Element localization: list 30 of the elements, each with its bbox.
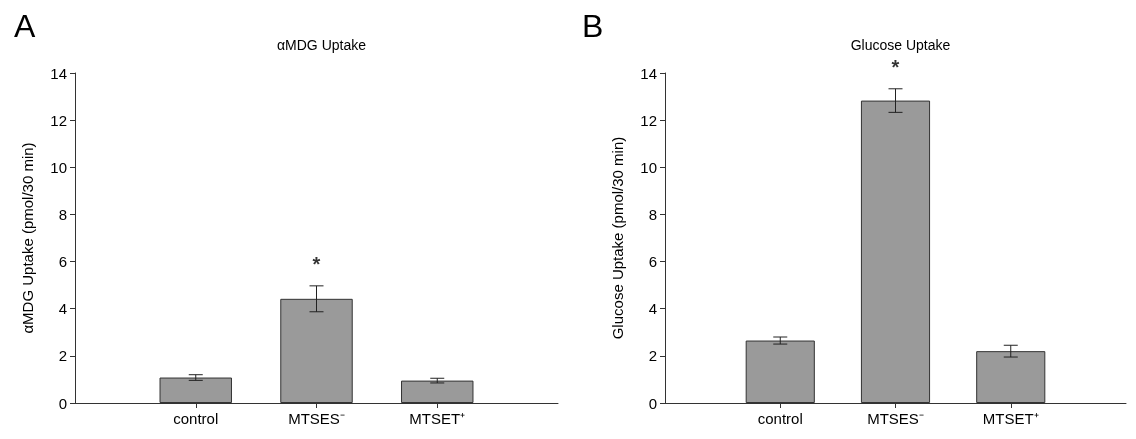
y-tick-label: 8 xyxy=(648,205,657,223)
x-tick-label: control xyxy=(757,410,803,427)
y-tick-label: 12 xyxy=(640,111,657,129)
text: A xyxy=(14,8,36,44)
y-tick-label: 10 xyxy=(640,158,657,176)
y-tick-label: 8 xyxy=(58,205,67,223)
x-tick-label: control xyxy=(173,410,219,427)
y-tick-label: 14 xyxy=(640,64,657,82)
x-tick-label: MTSES⁻ xyxy=(867,410,924,427)
y-tick-label: 12 xyxy=(50,111,67,129)
text: B xyxy=(582,8,604,44)
y-axis-title: Glucose Uptake (pmol/30 min) xyxy=(609,136,626,340)
y-axis-title: αMDG Uptake (pmol/30 min) xyxy=(19,142,36,334)
x-tick-label: MTSET⁺ xyxy=(409,410,466,427)
chart-title: Glucose Uptake xyxy=(850,37,951,53)
x-tick-label: MTSES⁻ xyxy=(288,410,345,427)
annotation: * xyxy=(891,55,900,78)
y-tick-label: 0 xyxy=(648,394,657,412)
y-tick-label: 6 xyxy=(58,253,67,271)
y-tick-label: 6 xyxy=(648,253,657,271)
y-tick-label: 4 xyxy=(58,300,67,318)
y-tick-label: 0 xyxy=(58,394,67,412)
chart-title: αMDG Uptake xyxy=(276,37,367,53)
annotation: * xyxy=(312,252,321,275)
y-tick-label: 4 xyxy=(648,300,657,318)
y-tick-label: 2 xyxy=(648,347,657,365)
y-tick-label: 2 xyxy=(58,347,67,365)
x-tick-label: MTSET⁺ xyxy=(982,410,1039,427)
y-tick-label: 10 xyxy=(50,158,67,176)
y-tick-label: 14 xyxy=(50,64,67,82)
